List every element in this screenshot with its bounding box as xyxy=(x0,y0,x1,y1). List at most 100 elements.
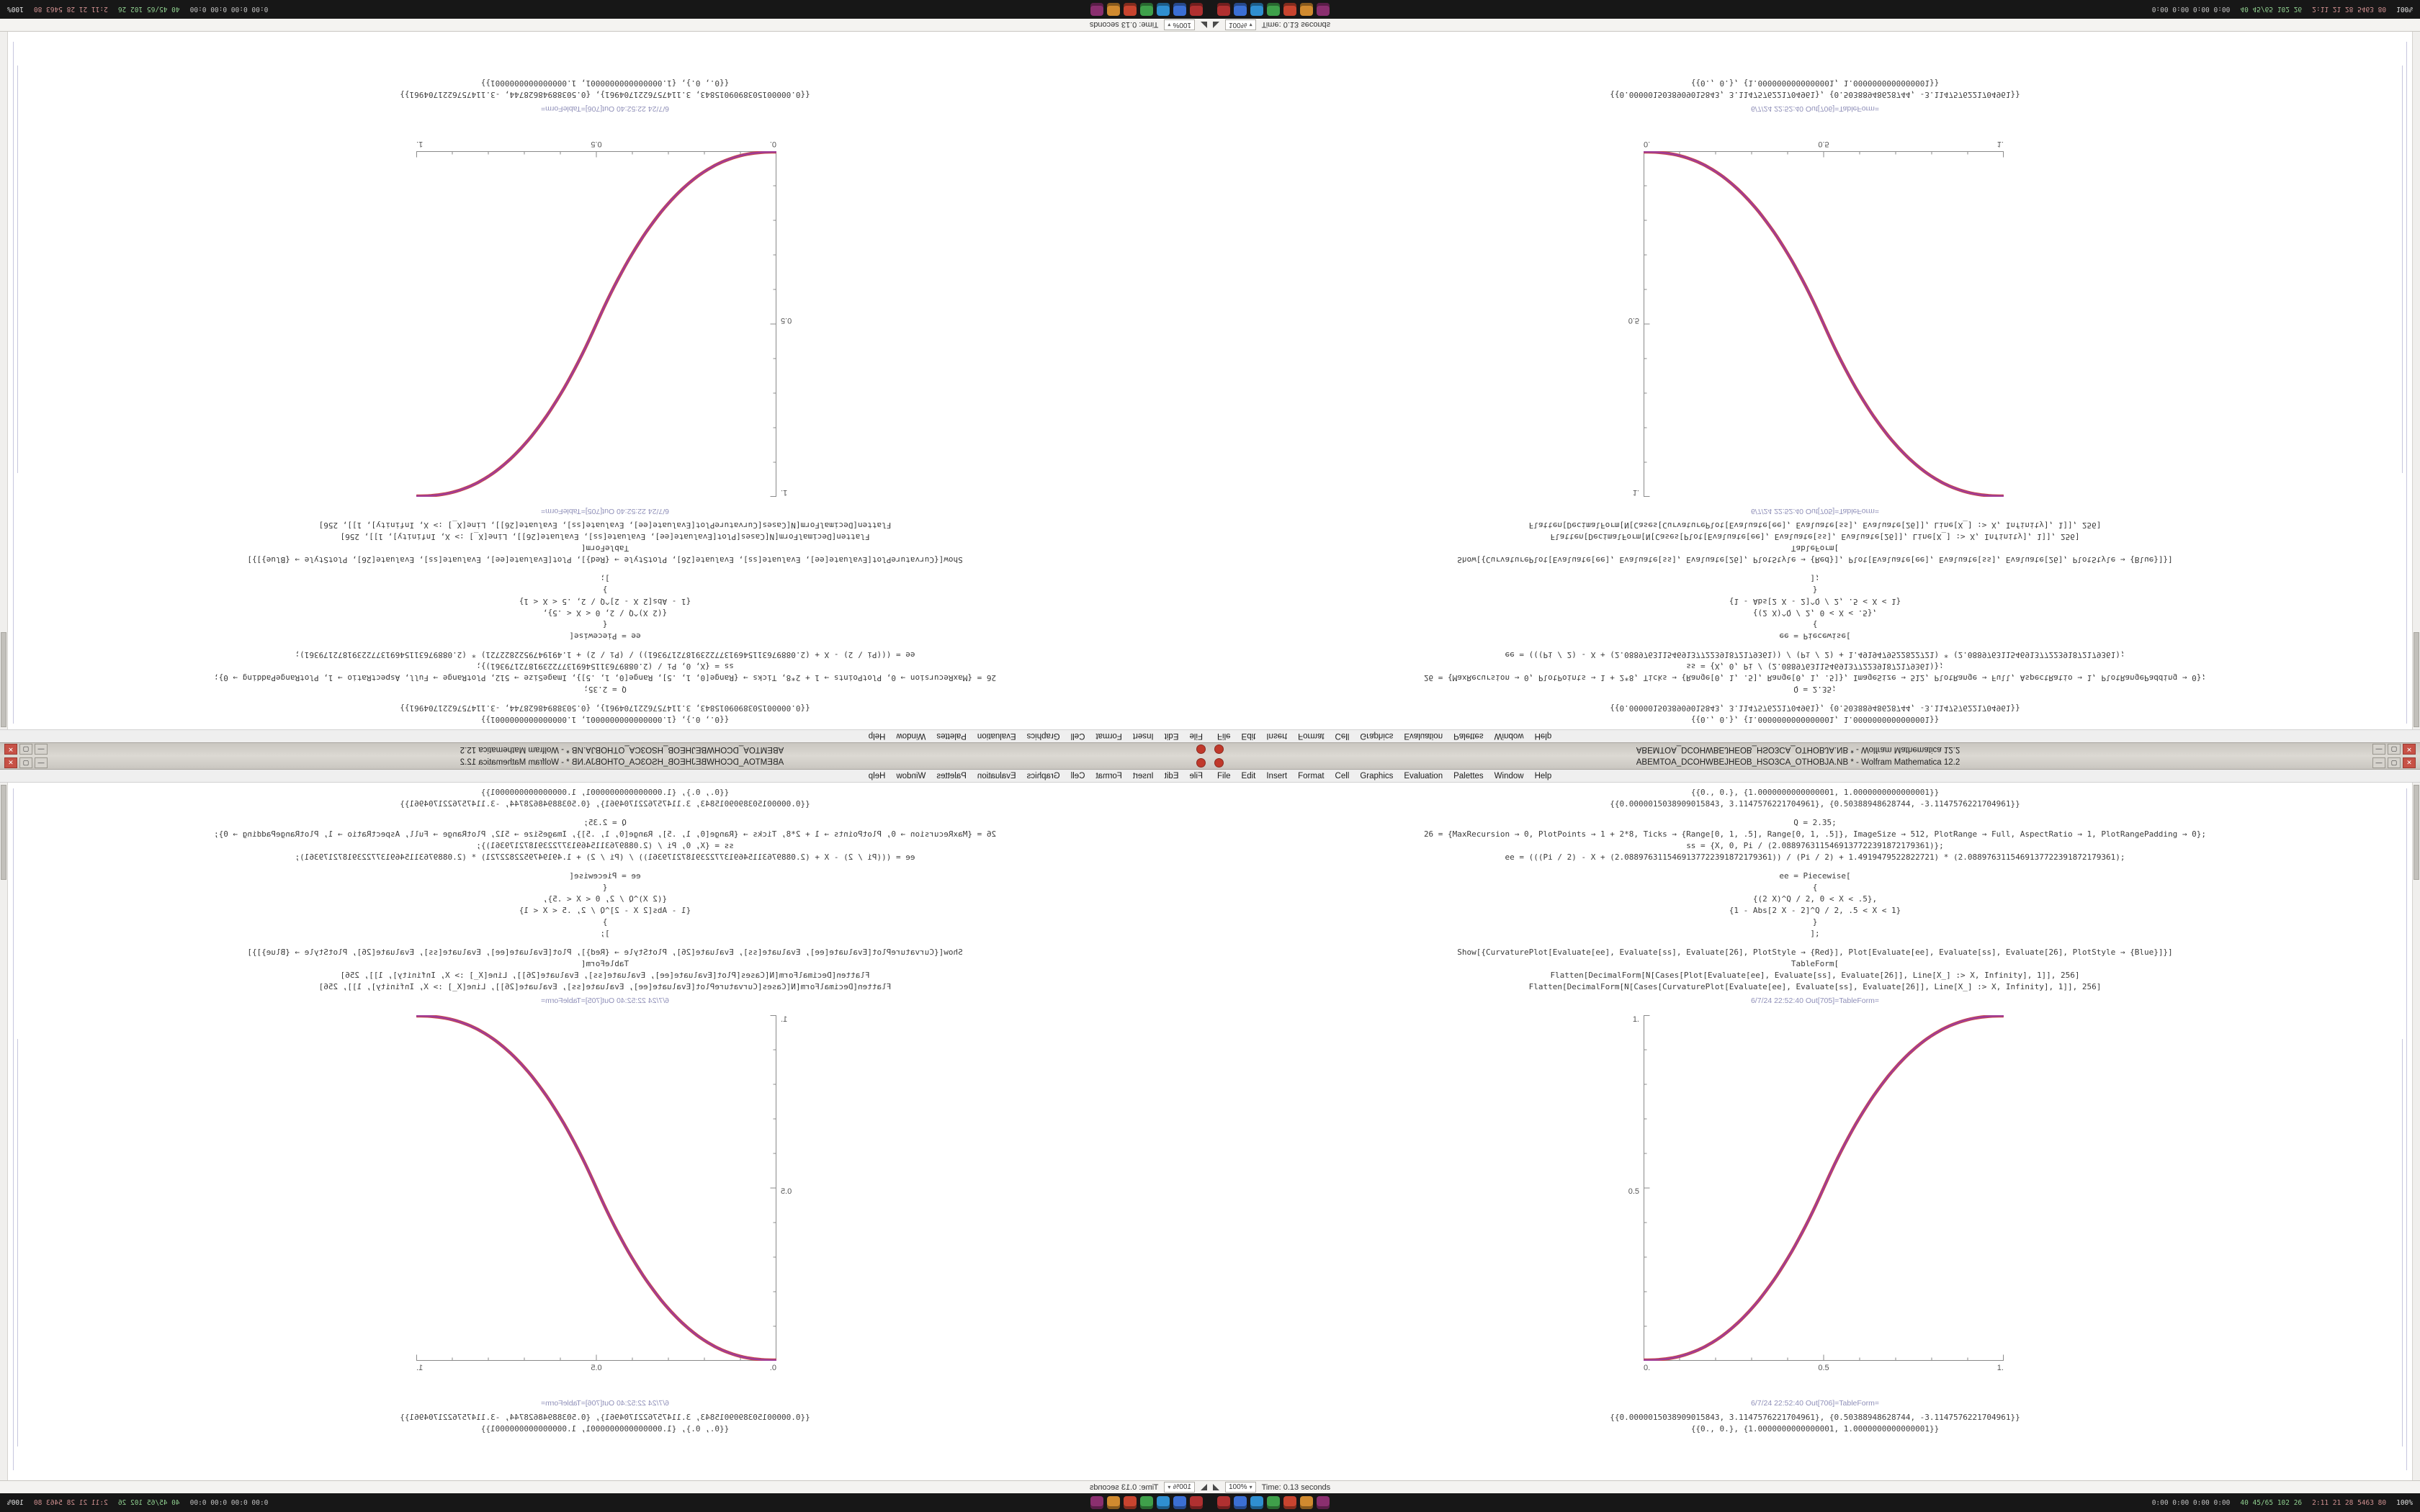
system-tray[interactable]: 0:00 0:00 0:00 0:00 40 45/65 102 26 2:11 2… xyxy=(2152,6,2413,14)
files-icon[interactable] xyxy=(1234,1496,1247,1509)
menu-item[interactable]: Help xyxy=(1534,771,1552,780)
minimize-button[interactable]: — xyxy=(2372,744,2385,755)
editor-icon[interactable] xyxy=(1140,1496,1153,1509)
menu-item[interactable]: Evaluation xyxy=(1404,732,1443,741)
menu-item[interactable]: Edit xyxy=(1241,771,1256,780)
system-tray[interactable]: 0:00 0:00 0:00 0:00 40 45/65 102 26 2:11 2… xyxy=(7,1499,268,1507)
mathematica-icon[interactable] xyxy=(1317,1496,1330,1509)
vertical-scrollbar[interactable] xyxy=(2412,783,2420,1480)
office-icon[interactable] xyxy=(1107,1496,1120,1509)
cell-bracket[interactable] xyxy=(2406,42,2407,724)
system-tray[interactable]: 0:00 0:00 0:00 0:00 40 45/65 102 26 2:11 2… xyxy=(7,6,268,14)
scrollbar-thumb[interactable] xyxy=(1,632,6,727)
maximize-button[interactable]: ▢ xyxy=(19,744,32,755)
terminal-icon[interactable] xyxy=(1190,1496,1203,1509)
vertical-scrollbar[interactable] xyxy=(2412,32,2420,729)
office-icon[interactable] xyxy=(1107,3,1120,16)
zoom-selector[interactable]: 100% ▾ xyxy=(1225,19,1256,30)
maximize-button[interactable]: ▢ xyxy=(2388,757,2401,768)
cell-bracket[interactable] xyxy=(17,1039,18,1446)
close-button[interactable]: ✕ xyxy=(4,744,17,755)
window-titlebar[interactable]: ABEMTOA_DCOHWBEJHEOB_HSO3CA_OTHOBJA.NB *… xyxy=(0,756,1210,770)
menu-item[interactable]: Window xyxy=(896,771,926,780)
terminal-icon[interactable] xyxy=(1217,3,1230,16)
menu-item[interactable]: Palettes xyxy=(936,771,967,780)
files-icon[interactable] xyxy=(1173,3,1186,16)
system-tray[interactable]: 0:00 0:00 0:00 0:00 40 45/65 102 26 2:11 2… xyxy=(2152,1499,2413,1507)
browser-icon[interactable] xyxy=(1157,3,1170,16)
cell-bracket[interactable] xyxy=(13,42,14,724)
menu-item[interactable]: Help xyxy=(868,771,886,780)
resize-grip-icon[interactable] xyxy=(1213,1484,1219,1490)
resize-grip-icon[interactable] xyxy=(1201,22,1207,28)
menu-item[interactable]: Evaluation xyxy=(1404,771,1443,780)
menu-item[interactable]: Palettes xyxy=(1453,771,1484,780)
menu-item[interactable]: File xyxy=(1217,771,1231,780)
resize-grip-icon[interactable] xyxy=(1213,22,1219,28)
terminal-icon[interactable] xyxy=(1217,1496,1230,1509)
menu-item[interactable]: Insert xyxy=(1132,771,1154,780)
mathematica-icon[interactable] xyxy=(1090,1496,1103,1509)
zoom-selector[interactable]: 100% ▾ xyxy=(1164,19,1195,30)
resize-grip-icon[interactable] xyxy=(1201,1484,1207,1490)
media-icon[interactable] xyxy=(1283,1496,1296,1509)
menu-item[interactable]: Window xyxy=(896,732,926,741)
vertical-scrollbar[interactable] xyxy=(0,783,8,1480)
menu-item[interactable]: Evaluation xyxy=(977,771,1016,780)
office-icon[interactable] xyxy=(1300,1496,1313,1509)
menu-item[interactable]: Help xyxy=(868,732,886,741)
scrollbar-thumb[interactable] xyxy=(2414,785,2419,880)
mathematica-icon[interactable] xyxy=(1317,3,1330,16)
menu-item[interactable]: Palettes xyxy=(1453,732,1484,741)
minimize-button[interactable]: — xyxy=(35,757,48,768)
menu-item[interactable]: Format xyxy=(1298,771,1325,780)
editor-icon[interactable] xyxy=(1140,3,1153,16)
cell-bracket[interactable] xyxy=(17,66,18,473)
menu-item[interactable]: Format xyxy=(1095,771,1122,780)
window-titlebar[interactable]: ABEMTOA_DCOHWBEJHEOB_HSO3CA_OTHOBJA.NB *… xyxy=(0,742,1210,756)
menu-item[interactable]: Window xyxy=(1494,771,1524,780)
cell-bracket[interactable] xyxy=(2402,66,2403,473)
menu-item[interactable]: Cell xyxy=(1070,732,1085,741)
menu-item[interactable]: Edit xyxy=(1164,771,1179,780)
office-icon[interactable] xyxy=(1300,3,1313,16)
menu-item[interactable]: File xyxy=(1217,732,1231,741)
cell-bracket[interactable] xyxy=(13,788,14,1470)
scrollbar-thumb[interactable] xyxy=(2414,632,2419,727)
maximize-button[interactable]: ▢ xyxy=(2388,744,2401,755)
menu-item[interactable]: Format xyxy=(1298,732,1325,741)
files-icon[interactable] xyxy=(1173,1496,1186,1509)
media-icon[interactable] xyxy=(1283,3,1296,16)
menu-item[interactable]: Insert xyxy=(1266,732,1288,741)
close-button[interactable]: ✕ xyxy=(2403,744,2416,755)
menu-item[interactable]: Format xyxy=(1095,732,1122,741)
menu-item[interactable]: File xyxy=(1189,732,1203,741)
close-button[interactable]: ✕ xyxy=(4,757,17,768)
minimize-button[interactable]: — xyxy=(35,744,48,755)
minimize-button[interactable]: — xyxy=(2372,757,2385,768)
menu-item[interactable]: Insert xyxy=(1266,771,1288,780)
menu-item[interactable]: Window xyxy=(1494,732,1524,741)
cell-bracket[interactable] xyxy=(2406,788,2407,1470)
files-icon[interactable] xyxy=(1234,3,1247,16)
cell-bracket[interactable] xyxy=(2402,1039,2403,1446)
browser-icon[interactable] xyxy=(1250,1496,1263,1509)
menu-item[interactable]: Insert xyxy=(1132,732,1154,741)
menu-item[interactable]: Graphics xyxy=(1026,771,1060,780)
window-titlebar[interactable]: ABEMTOA_DCOHWBEJHEOB_HSO3CA_OTHOBJA.NB *… xyxy=(1210,756,2420,770)
menu-item[interactable]: Edit xyxy=(1241,732,1256,741)
maximize-button[interactable]: ▢ xyxy=(19,757,32,768)
menu-item[interactable]: Palettes xyxy=(936,732,967,741)
menu-item[interactable]: Cell xyxy=(1335,732,1350,741)
menu-item[interactable]: Help xyxy=(1534,732,1552,741)
menu-item[interactable]: File xyxy=(1189,771,1203,780)
mathematica-icon[interactable] xyxy=(1090,3,1103,16)
media-icon[interactable] xyxy=(1124,1496,1137,1509)
menu-item[interactable]: Edit xyxy=(1164,732,1179,741)
zoom-selector[interactable]: 100% ▾ xyxy=(1164,1482,1195,1493)
menu-item[interactable]: Cell xyxy=(1335,771,1350,780)
media-icon[interactable] xyxy=(1124,3,1137,16)
editor-icon[interactable] xyxy=(1267,1496,1280,1509)
browser-icon[interactable] xyxy=(1250,3,1263,16)
terminal-icon[interactable] xyxy=(1190,3,1203,16)
